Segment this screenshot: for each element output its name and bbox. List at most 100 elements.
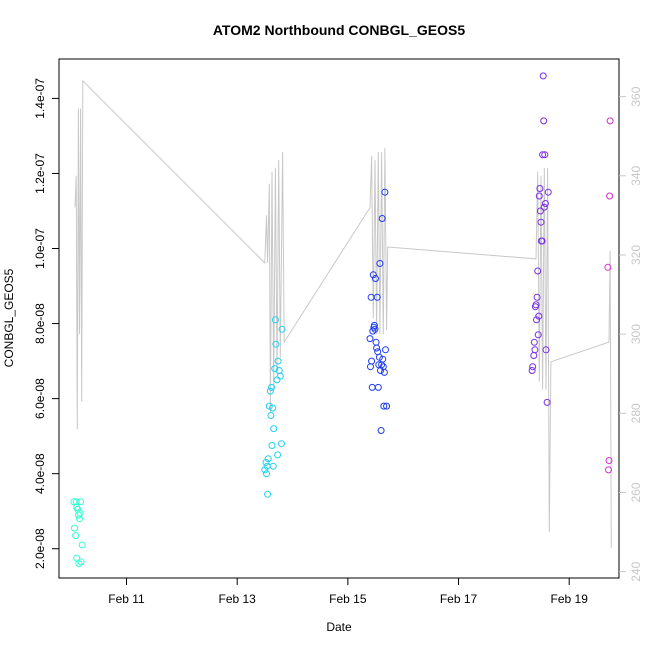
data-point-series-4 [543, 398, 551, 406]
data-point-series-3 [376, 260, 384, 267]
data-point-series-3 [383, 402, 391, 410]
data-point-series-2 [269, 404, 277, 412]
data-point-series-4 [532, 301, 540, 309]
data-point-series-1 [74, 511, 82, 519]
data-point-series-4 [528, 367, 536, 374]
data-point-series-1 [77, 498, 85, 506]
data-point-series-4 [542, 346, 550, 354]
data-point-series-4 [534, 331, 542, 339]
data-point-series-3 [370, 321, 378, 329]
data-point-series-4 [534, 267, 542, 275]
data-point-series-5 [605, 466, 612, 474]
data-point-series-1 [77, 558, 85, 566]
data-point-series-3 [380, 402, 388, 410]
x-tick-label: Feb 13 [219, 592, 257, 606]
data-point-series-4 [535, 192, 543, 200]
data-point-series-1 [71, 524, 78, 532]
data-point-series-1 [75, 560, 83, 568]
data-point-series-4 [535, 312, 543, 320]
data-point-series-2 [276, 372, 284, 380]
data-point-series-4 [536, 207, 544, 215]
data-point-series-4 [541, 200, 549, 207]
data-point-series-4 [533, 293, 541, 301]
data-point-series-2 [264, 490, 272, 498]
data-point-series-3 [374, 383, 382, 391]
data-point-series-4 [539, 151, 547, 159]
y-tick-label: 8.0e-08 [33, 303, 47, 344]
data-point-series-3 [377, 427, 385, 434]
y2-tick-label: 280 [629, 403, 643, 423]
data-point-series-1 [78, 541, 86, 549]
data-point-series-4 [531, 346, 539, 354]
data-point-series-3 [380, 368, 388, 376]
data-point-series-2 [267, 412, 275, 419]
y2-tick-label: 340 [629, 165, 643, 185]
data-point-series-3 [379, 355, 387, 363]
data-point-series-2 [274, 357, 282, 365]
data-point-series-3 [378, 215, 386, 222]
y-tick-label: 6.0e-08 [33, 378, 47, 419]
y-tick-label: 1.4e-07 [33, 78, 47, 119]
data-point-series-3 [371, 325, 379, 333]
chart-title: ATOM2 Northbound CONBGL_GEOS5 [213, 22, 465, 38]
data-point-series-5 [605, 457, 613, 464]
y2-tick-label: 240 [629, 561, 643, 581]
data-point-series-3 [373, 344, 381, 352]
data-point-series-5 [604, 263, 612, 271]
y2-tick-label: 300 [629, 324, 643, 344]
x-tick-label: Feb 17 [440, 592, 478, 606]
data-point-series-2 [270, 425, 278, 433]
data-point-series-5 [606, 192, 614, 200]
secondary-series-line [74, 79, 612, 548]
data-point-series-4 [540, 117, 548, 125]
plot-area: Feb 11 Feb 13 Feb 15 Feb 17 Feb 19 2.0e-08 4.0… [33, 58, 643, 606]
y-tick-label: 1.2e-07 [33, 153, 47, 194]
data-point-series-2 [262, 458, 270, 466]
data-point-series-4 [529, 363, 537, 371]
data-point-series-2 [268, 383, 275, 391]
y-tick-label: 2.0e-08 [33, 528, 47, 569]
data-point-series-2 [278, 440, 285, 448]
data-point-series-1 [76, 509, 84, 517]
data-point-series-4 [536, 185, 544, 192]
data-point-series-4 [539, 72, 547, 80]
data-point-series-3 [369, 271, 377, 279]
data-point-series-2 [263, 470, 270, 478]
data-point-series-2 [271, 365, 279, 373]
data-point-series-2 [272, 340, 280, 348]
data-point-series-4 [530, 338, 538, 346]
data-point-series-3 [366, 335, 374, 343]
data-point-series-2 [271, 316, 279, 324]
data-point-series-4 [533, 316, 540, 324]
x-axis-title: Date [326, 620, 352, 634]
data-point-series-3 [372, 275, 379, 282]
data-point-series-2 [268, 442, 276, 449]
y2-tick-label: 320 [629, 245, 643, 265]
data-point-series-2 [261, 466, 269, 474]
y-axis-title: CONBGL_GEOS5 [2, 268, 16, 367]
data-point-series-3 [381, 188, 389, 196]
plot-frame [58, 58, 620, 579]
y-tick-label: 1.0e-07 [33, 228, 47, 269]
x-tick-label: Feb 11 [108, 592, 145, 606]
data-point-series-4 [544, 188, 552, 196]
data-point-series-2 [269, 462, 277, 470]
data-point-series-3 [368, 357, 376, 365]
data-point-series-4 [541, 151, 549, 159]
data-point-series-5 [606, 117, 614, 125]
x-tick-label: Feb 15 [329, 592, 367, 606]
data-point-series-1 [70, 498, 78, 506]
data-point-series-2 [264, 455, 272, 463]
data-point-series-2 [274, 451, 282, 459]
data-point-series-4 [540, 203, 548, 211]
data-point-series-2 [266, 387, 274, 395]
x-tick-label: Feb 19 [551, 592, 589, 606]
data-point-series-2 [278, 325, 286, 333]
data-point-series-4 [537, 218, 545, 226]
data-point-series-4 [538, 237, 546, 245]
y2-tick-label: 360 [629, 86, 643, 106]
y2-tick-label: 260 [629, 482, 643, 502]
y-tick-label: 4.0e-08 [33, 453, 47, 494]
